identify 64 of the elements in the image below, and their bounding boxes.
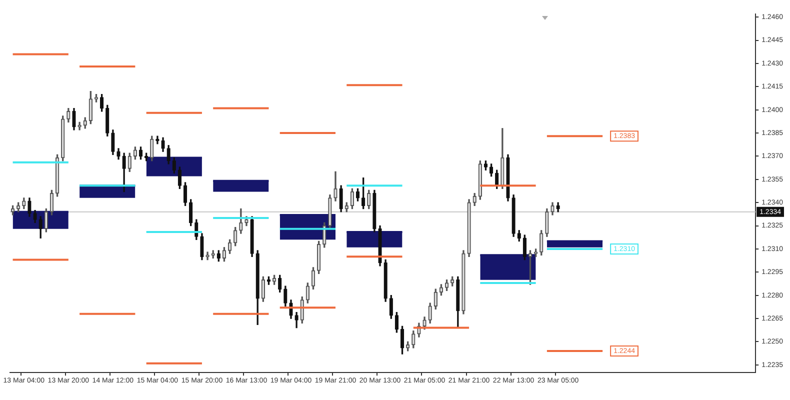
candlestick [88,90,93,124]
candlestick [250,216,254,258]
candlestick [456,276,460,328]
candlestick [422,316,426,330]
candlestick [144,152,148,162]
candlestick [66,108,70,123]
candlestick [106,104,110,136]
candlestick [28,198,32,217]
candlestick [278,274,282,293]
candlestick [284,286,288,306]
candlestick [361,178,366,210]
candlestick [517,230,521,242]
candlestick [434,288,438,310]
candlestick [412,330,416,348]
candlestick [356,188,360,202]
candlestick [316,240,321,274]
candlestick [161,137,165,152]
candlestick [484,160,488,170]
candlestick [540,230,544,256]
candlestick [378,225,382,266]
candlestick [228,239,232,254]
candlestick [334,171,338,202]
candlestick [512,194,516,237]
candlestick [394,312,399,333]
candlestick [500,128,504,189]
candlestick [128,152,132,172]
candlestick [472,192,476,206]
candlestick [166,145,170,164]
candlestick [222,247,226,262]
candlestick [550,202,554,216]
candlestick [489,164,494,177]
candlestick [133,146,138,160]
candlestick [22,198,26,210]
candlestick [306,282,310,304]
candlestick [100,94,104,112]
candlestick [367,190,371,210]
candlestick [444,280,449,292]
candlestick [339,185,343,212]
candlestick [545,208,549,237]
candlestick [428,302,432,324]
candlestick [372,190,376,232]
candlestick [61,116,65,162]
candlestick [172,157,176,174]
candlestick [138,146,143,160]
candlestick [183,182,188,206]
candlestick [111,130,115,155]
candlestick [467,199,471,258]
candlestick [556,202,560,212]
candlestick [189,199,193,226]
candlestick [33,210,37,223]
candlestick [384,259,388,302]
candlestick [350,188,354,210]
candlestick [294,312,298,328]
candlestick [78,122,82,130]
candlestick [116,148,120,160]
candlestick [72,108,76,130]
candlestick [156,136,160,144]
candlestick [506,154,510,202]
candlestick [328,194,332,230]
candlestick [450,276,454,286]
candlestick [200,233,204,260]
candlestick [234,226,238,246]
candlestick [206,252,210,260]
candlestick [462,250,466,314]
